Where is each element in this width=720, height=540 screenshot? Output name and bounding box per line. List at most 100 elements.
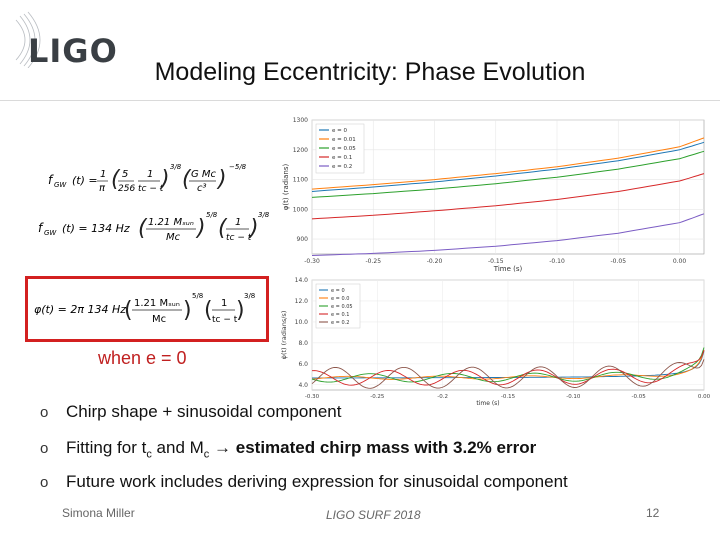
x-tick-label: 0.00 (698, 394, 711, 400)
bullet-sub-c: c (146, 448, 152, 461)
bullet-text-mid: and M (151, 438, 204, 457)
bullet-marker: o (40, 474, 49, 491)
condition-label: when e = 0 (98, 348, 187, 368)
phase-derivative-chart: 4.0 6.0 8.0 10.0 12.0 14.0 -0.30 -0.25 -0.2 -0.15… (272, 274, 712, 407)
footer-event: LIGO SURF 2018 (326, 508, 421, 522)
svg-text:): ) (183, 298, 192, 323)
svg-text:(: ( (218, 216, 228, 241)
eq2-fn: (t) = 134 Hz (62, 222, 130, 235)
legend-label: e = 0 (331, 288, 345, 294)
svg-text:): ) (236, 298, 245, 323)
y-tick-label: 4.0 (298, 382, 308, 389)
eq3-exp2: 3/8 (244, 292, 255, 300)
x-tick-label: 0.00 (673, 258, 687, 265)
ligo-logo-mark (15, 11, 41, 69)
phase-chart-svg: 900 1000 1100 1200 1300 -0.30 -0.25 -0.20 -0.15 -… (282, 117, 705, 273)
footer-author: Simona Miller (62, 506, 135, 520)
svg-text:(: ( (124, 298, 133, 323)
x-tick-label: -0.05 (632, 394, 647, 400)
legend-label: e = 0 (332, 128, 347, 134)
eq2-exp2: 3/8 (258, 211, 270, 219)
bullet-text-pre: Fitting for t (66, 438, 147, 457)
eq1-frac2-den: 256 (118, 184, 135, 194)
phase-derivative-chart-svg: 4.0 6.0 8.0 10.0 12.0 14.0 -0.30 -0.25 -0.2 -0.15… (280, 277, 711, 407)
equation-3-svg: φ(t) = 2π 134 Hz ( 1.21 Mₛᵤₙ Mᴄ ) 5/8 ( … (34, 292, 255, 325)
legend-label: e = 0.0 (331, 296, 349, 302)
eq1-frac4-num: G Mᴄ (191, 169, 217, 180)
svg-text:(: ( (182, 167, 192, 192)
x-tick-label: -0.2 (437, 394, 448, 400)
legend-label: e = 0.1 (332, 155, 352, 161)
eq2-lhs: f (38, 221, 44, 235)
y-tick-label: 1200 (293, 147, 308, 154)
x-tick-label: -0.10 (566, 394, 581, 400)
eq1-frac3-den: tᴄ − t (138, 184, 164, 194)
legend-label: e = 0.2 (332, 164, 352, 170)
series-line (311, 347, 705, 383)
legend-label: e = 0.05 (332, 146, 356, 152)
svg-text:(: ( (204, 298, 213, 323)
eq1-lhs: f (48, 173, 54, 187)
title-divider (0, 100, 720, 101)
slide-title: Modeling Eccentricity: Phase Evolution (154, 58, 586, 86)
equation-2-svg: f GW (t) = 134 Hz ( 1.21 Mₛᵤₙ Mᴄ ) 5/8 (… (38, 211, 270, 243)
y-tick-label: 1300 (293, 117, 308, 124)
bullet-text-bold: estimated chirp mass with 3.2% error (235, 438, 537, 457)
y-tick-label: 1100 (293, 177, 308, 184)
eq1-exp1: 3/8 (170, 163, 182, 171)
eq3-frac2-num: 1 (221, 298, 227, 309)
eq3-exp1: 5/8 (192, 292, 203, 300)
y-tick-label: 8.0 (298, 340, 308, 347)
y-axis-label: φ(t) (radians) (282, 164, 290, 211)
series-line (311, 141, 705, 192)
svg-text:): ) (159, 167, 170, 192)
eq2-frac1-num: 1.21 Mₛᵤₙ (148, 217, 194, 228)
x-tick-label: -0.25 (370, 394, 385, 400)
eq1-fn: (t) = (72, 174, 98, 187)
series-line (311, 173, 705, 220)
eq3-frac1-num: 1.21 Mₛᵤₙ (134, 298, 180, 309)
x-axis-label: time (s) (476, 400, 499, 406)
bullet-item: o Chirp shape + sinusoidal component (40, 402, 341, 422)
eq1-frac3-num: 1 (147, 169, 153, 180)
x-axis-label: Time (s) (493, 265, 523, 273)
equation-1-svg: f GW (t) = 1 π ( 5 256 1 tᴄ − t ) 3/8 ( … (48, 163, 247, 194)
x-tick-label: -0.05 (610, 258, 626, 265)
svg-text:(: ( (138, 216, 148, 241)
phase-equation-box: φ(t) = 2π 134 Hz ( 1.21 Mₛᵤₙ Mᴄ ) 5/8 ( … (25, 276, 269, 342)
eq2-lhs-sub: GW (44, 229, 57, 237)
bullet-marker: o (40, 404, 49, 421)
x-tick-label: -0.30 (304, 258, 320, 265)
series-line (311, 359, 705, 389)
eq3-frac2-den: tᴄ − t (212, 315, 238, 325)
bullet-sub-c2: c (203, 448, 210, 461)
x-tick-label: -0.20 (427, 258, 443, 265)
y-axis-label: φ̇(t) (radians/s) (280, 311, 288, 360)
bullet-item: o Fitting for tc and Mc → estimated chirp… (40, 438, 536, 460)
eq1-exp2: −5/8 (229, 163, 247, 171)
y-tick-label: 1000 (293, 206, 308, 213)
logo-text: LIGO (28, 32, 118, 70)
eq1-lhs-sub: GW (54, 181, 67, 189)
eq2-frac2-num: 1 (235, 217, 241, 228)
eq1-frac1-num: 1 (100, 169, 106, 180)
bullet-marker: o (40, 440, 49, 457)
x-tick-label: -0.25 (365, 258, 381, 265)
ligo-logo: LIGO (14, 10, 134, 70)
bullet-item: o Future work includes deriving expressio… (40, 472, 568, 492)
eq2-exp1: 5/8 (206, 211, 218, 219)
eq2-frac2-den: tᴄ − t (226, 233, 252, 243)
arrow-icon: → (209, 438, 236, 457)
y-tick-label: 14.0 (295, 277, 309, 284)
y-tick-label: 900 (297, 236, 309, 243)
svg-text:(: ( (111, 167, 121, 192)
x-tick-label: -0.10 (549, 258, 565, 265)
svg-text:): ) (216, 167, 227, 192)
series-line (311, 137, 705, 190)
eq3-frac1-den: Mᴄ (152, 314, 166, 325)
series-line (311, 349, 705, 380)
svg-text:): ) (195, 216, 206, 241)
eq1-frac1-den: π (99, 183, 106, 194)
y-tick-label: 10.0 (295, 319, 309, 326)
y-tick-label: 6.0 (298, 361, 308, 368)
